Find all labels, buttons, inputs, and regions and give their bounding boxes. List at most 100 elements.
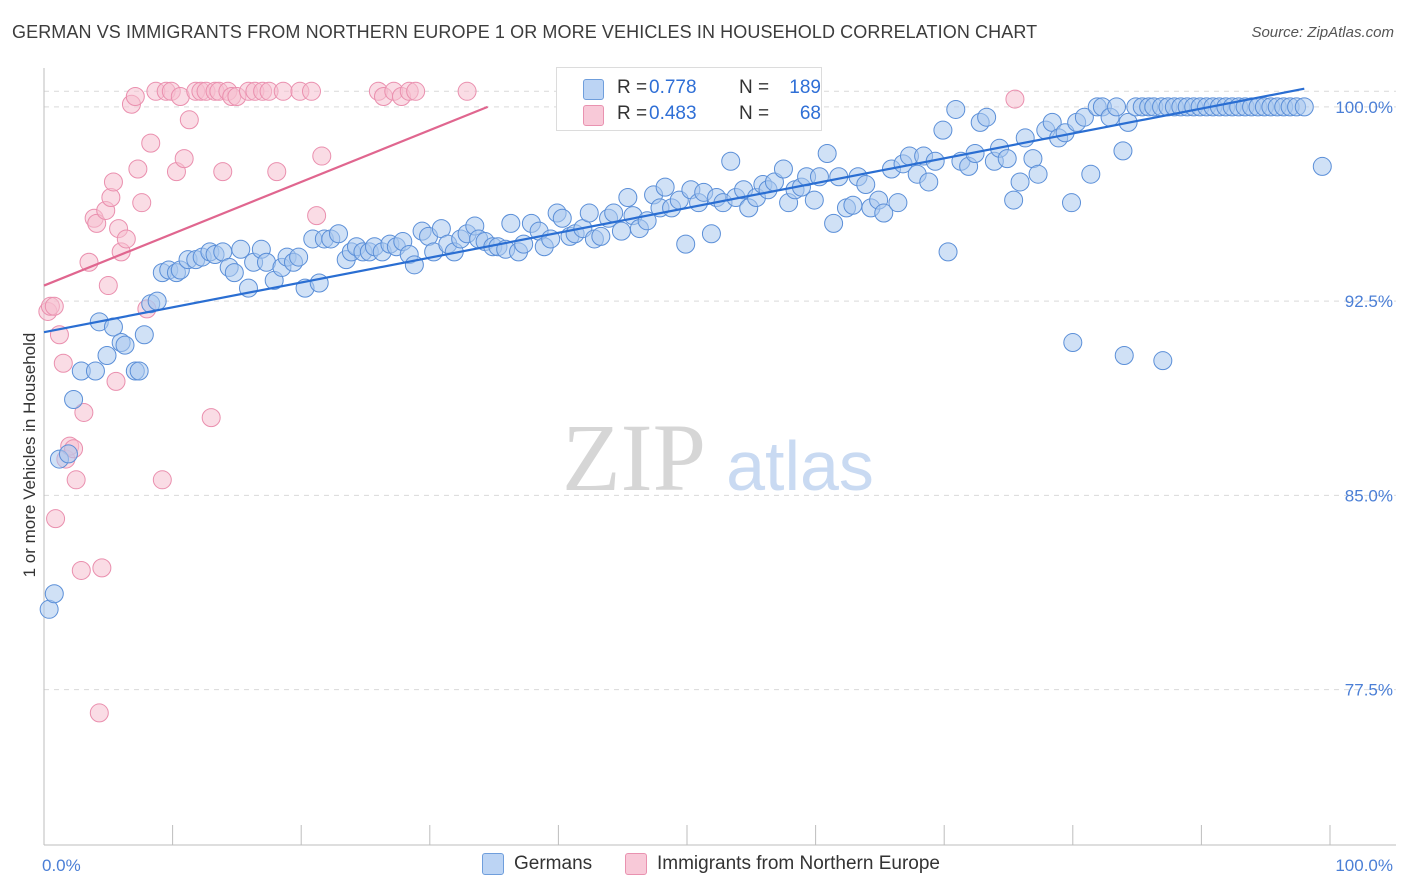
point-german — [64, 390, 84, 410]
legend-r-label: R = — [617, 103, 648, 124]
point-german — [1004, 190, 1024, 210]
source-credit: Source: ZipAtlas.com — [1251, 24, 1394, 41]
point-northern-europe — [106, 371, 126, 391]
point-northern-europe — [98, 276, 118, 296]
point-german — [591, 226, 611, 246]
legend-n-value-northern: 68 — [799, 103, 821, 124]
point-german — [919, 172, 939, 192]
point-northern-europe — [116, 229, 136, 249]
trendline-northern-europe — [43, 105, 489, 287]
point-german — [1114, 345, 1134, 365]
watermark: ZIP atlas — [562, 404, 874, 511]
point-northern-europe — [128, 159, 148, 179]
point-german — [1010, 172, 1030, 192]
legend-n-value-germans: 189 — [789, 77, 821, 98]
point-german — [604, 203, 624, 223]
point-northern-europe — [1005, 89, 1025, 109]
point-northern-europe — [103, 172, 123, 192]
point-german — [938, 242, 958, 262]
point-northern-europe — [312, 146, 332, 166]
tick-labels: 77.5% 85.0% 92.5% 100.0% 0.0% 100.0% — [42, 98, 1393, 875]
point-german — [1113, 141, 1133, 161]
point-northern-europe — [141, 133, 161, 153]
bottom-legend-label-germans: Germans — [514, 853, 593, 874]
legend-n-label: N = — [739, 103, 770, 124]
point-northern-europe — [53, 353, 73, 373]
point-german — [1028, 164, 1048, 184]
y-tick-label: 85.0% — [1345, 486, 1393, 505]
y-tick-label: 100.0% — [1335, 98, 1393, 117]
watermark-zip: ZIP — [562, 404, 706, 511]
point-german — [817, 143, 837, 163]
point-german — [579, 203, 599, 223]
watermark-atlas: atlas — [726, 427, 874, 505]
point-german — [701, 224, 721, 244]
point-german — [977, 107, 997, 127]
bottom-legend-swatch-germans — [482, 853, 504, 875]
bottom-legend-swatch-northern — [625, 853, 647, 875]
point-northern-europe — [132, 193, 152, 213]
bottom-legend-label-northern: Immigrants from Northern Europe — [657, 853, 940, 874]
point-northern-europe — [92, 558, 112, 578]
point-german — [115, 335, 135, 355]
y-tick-label: 77.5% — [1345, 681, 1393, 700]
legend-n-label: N = — [739, 77, 770, 98]
point-german — [58, 444, 78, 464]
trend-layer — [43, 87, 1305, 334]
y-tick-label: 92.5% — [1345, 292, 1393, 311]
legend: R = 0.778 N = 189 R = 0.483 N = 68 — [556, 67, 822, 131]
legend-r-value-germans: 0.778 — [649, 77, 697, 98]
point-german — [1294, 97, 1314, 117]
legend-r-value-northern: 0.483 — [649, 103, 697, 124]
legend-swatch-northern — [583, 105, 604, 126]
legend-r-label: R = — [617, 77, 648, 98]
point-german — [552, 208, 572, 228]
point-german — [134, 325, 154, 345]
point-german — [1153, 351, 1173, 371]
point-german — [1074, 107, 1094, 127]
point-northern-europe — [406, 81, 426, 101]
legend-swatch-germans — [583, 79, 604, 100]
point-northern-europe — [46, 509, 66, 529]
point-german — [676, 234, 696, 254]
point-german — [933, 120, 953, 140]
point-german — [309, 273, 329, 293]
point-german — [856, 175, 876, 195]
point-northern-europe — [457, 81, 477, 101]
point-german — [501, 213, 521, 233]
point-northern-europe — [44, 296, 64, 316]
point-northern-europe — [273, 81, 293, 101]
point-german — [618, 188, 638, 207]
point-german — [721, 151, 741, 171]
point-german — [85, 361, 105, 381]
point-german — [655, 177, 675, 197]
points-germans — [39, 97, 1332, 619]
point-northern-europe — [101, 188, 121, 207]
x-tick-label: 100.0% — [1335, 856, 1393, 875]
point-german — [773, 159, 793, 179]
point-northern-europe — [71, 560, 91, 580]
point-northern-europe — [213, 162, 233, 182]
x-tick-label: 0.0% — [42, 856, 81, 875]
point-german — [1107, 97, 1127, 117]
point-northern-europe — [301, 81, 321, 101]
point-northern-europe — [267, 162, 287, 182]
point-german — [224, 263, 244, 283]
point-northern-europe — [307, 206, 327, 226]
point-german — [97, 345, 117, 365]
point-german — [804, 190, 824, 210]
point-german — [1063, 333, 1083, 353]
point-northern-europe — [201, 408, 221, 428]
point-german — [231, 239, 251, 259]
point-german — [843, 195, 863, 215]
point-german — [44, 584, 64, 604]
point-german — [946, 99, 966, 119]
point-northern-europe — [66, 470, 86, 490]
point-german — [611, 221, 631, 241]
point-german — [824, 213, 844, 233]
point-northern-europe — [89, 703, 109, 723]
point-german — [328, 224, 348, 244]
chart-title: GERMAN VS IMMIGRANTS FROM NORTHERN EUROP… — [12, 22, 1038, 42]
point-northern-europe — [179, 110, 199, 130]
